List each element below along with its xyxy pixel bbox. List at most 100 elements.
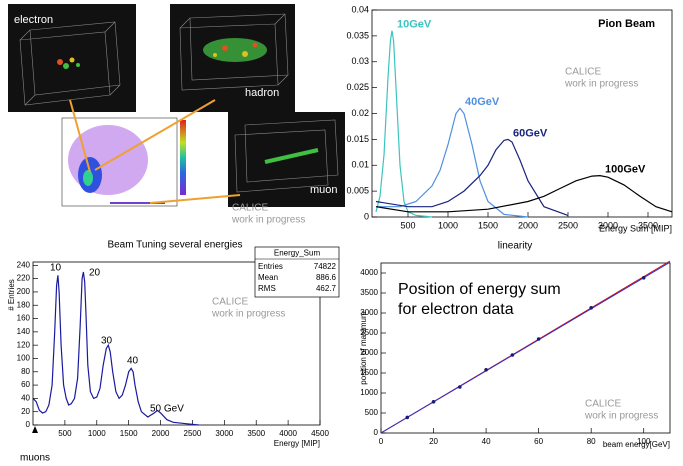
x-tick-label: 2500 — [184, 429, 202, 438]
stats-title: Energy_Sum — [274, 249, 321, 258]
x-tick-label: 40 — [482, 437, 491, 446]
data-line — [375, 174, 673, 213]
x-tick-label: 3500 — [247, 429, 265, 438]
heatmap-peak — [83, 170, 93, 186]
y-tick-label: 80 — [21, 367, 30, 376]
y-tick-label: 180 — [17, 300, 31, 309]
display-label: hadron — [245, 87, 279, 99]
annotation: work in progress — [211, 309, 285, 320]
x-tick-label: 500 — [400, 220, 415, 230]
y-tick-label: 200 — [17, 287, 31, 296]
y-tick-label: 0.01 — [351, 160, 369, 170]
y-tick-label: 60 — [21, 380, 30, 389]
y-tick-label: 3500 — [360, 288, 378, 297]
y-tick-label: 0.025 — [346, 82, 369, 92]
x-tick-label: 1000 — [438, 220, 458, 230]
peak-label: 40 — [127, 356, 139, 367]
x-tick-label: 500 — [58, 429, 72, 438]
chart-title: linearity — [498, 241, 532, 252]
series-label: 100GeV — [605, 164, 646, 176]
wireframe — [19, 21, 121, 106]
y-tick-label: 20 — [21, 407, 30, 416]
x-tick-label: 2500 — [558, 220, 578, 230]
peak-label: 30 — [101, 336, 113, 347]
stats-label: Mean — [258, 273, 278, 282]
text-note: for electron data — [398, 301, 514, 318]
y-tick-label: 220 — [17, 274, 31, 283]
point — [589, 306, 593, 310]
point — [510, 353, 515, 357]
y-tick-label: 0 — [364, 211, 369, 221]
y-tick-label: 0.005 — [346, 186, 369, 196]
stats-value: 462.7 — [316, 284, 337, 293]
point — [458, 385, 462, 389]
text-note: Position of energy sum — [398, 281, 561, 298]
y-tick-label: 160 — [17, 314, 31, 323]
stats-label: Entries — [258, 262, 283, 271]
x-tick-label: 4500 — [311, 429, 329, 438]
x-tick-label: 100 — [637, 437, 651, 446]
peak-label: 20 — [89, 268, 101, 279]
y-tick-label: 0 — [374, 428, 379, 437]
data-line — [375, 30, 433, 218]
x-axis-label: Energy [MIP] — [274, 439, 320, 448]
stats-value: 74822 — [314, 262, 337, 271]
color-bar — [180, 120, 186, 195]
wireframe — [234, 119, 339, 193]
electron-hits — [57, 57, 80, 69]
stats-box — [254, 246, 340, 298]
x-tick-label: 3500 — [638, 220, 658, 230]
y-tick-label: 0 — [26, 420, 31, 429]
heatmap-frame — [61, 117, 178, 207]
y-axis-label: position of maximum — [359, 311, 368, 385]
chart-title: Beam Tuning several energies — [107, 240, 242, 251]
y-tick-label: 1000 — [360, 388, 378, 397]
chart-title: Pion Beam — [598, 18, 655, 30]
point — [536, 337, 541, 341]
y-tick-label: 1500 — [360, 368, 378, 377]
y-tick-label: 3000 — [360, 308, 378, 317]
x-tick-label: 20 — [429, 437, 438, 446]
x-tick-label: 2000 — [152, 429, 170, 438]
series-label: 60GeV — [513, 127, 548, 139]
y-tick-label: 2000 — [360, 348, 378, 357]
plot-frame — [380, 262, 671, 434]
stats-label: RMS — [258, 284, 276, 293]
x-tick-label: 1500 — [120, 429, 138, 438]
x-tick-label: 4000 — [279, 429, 297, 438]
y-tick-label: 240 — [17, 260, 31, 269]
data-line — [32, 271, 199, 426]
y-tick-label: 4000 — [360, 268, 378, 277]
muon-arrow — [32, 426, 38, 433]
x-tick-label: 3000 — [215, 429, 233, 438]
y-tick-label: 2500 — [360, 328, 378, 337]
display-label: electron — [14, 14, 53, 26]
series-label: 10GeV — [397, 19, 432, 31]
y-tick-label: 0.015 — [346, 134, 369, 144]
y-axis-label: # Entries — [7, 279, 16, 311]
muon-track — [264, 148, 319, 164]
point — [431, 400, 436, 404]
annotation: work in progress — [231, 215, 305, 226]
annotation: work in progress — [564, 79, 638, 90]
annotation: work in progress — [584, 411, 658, 422]
stats-value: 886.6 — [316, 273, 337, 282]
peak-label: 50 GeV — [150, 404, 184, 415]
y-tick-label: 0.03 — [351, 56, 369, 66]
hadron-hits — [203, 38, 267, 62]
fit-line — [380, 261, 671, 434]
x-tick-label: 1500 — [478, 220, 498, 230]
series-label: 40GeV — [465, 96, 500, 108]
y-tick-label: 0.02 — [351, 108, 369, 118]
peak-label: 10 — [50, 263, 62, 274]
wireframe — [179, 13, 289, 91]
x-tick-label: 2000 — [518, 220, 538, 230]
x-axis-label: Energy Sum [MIP] — [599, 223, 672, 233]
x-tick-label: 60 — [534, 437, 543, 446]
point — [405, 415, 410, 420]
plot-frame — [32, 261, 321, 426]
y-tick-label: 100 — [17, 354, 31, 363]
data-line — [375, 138, 569, 216]
